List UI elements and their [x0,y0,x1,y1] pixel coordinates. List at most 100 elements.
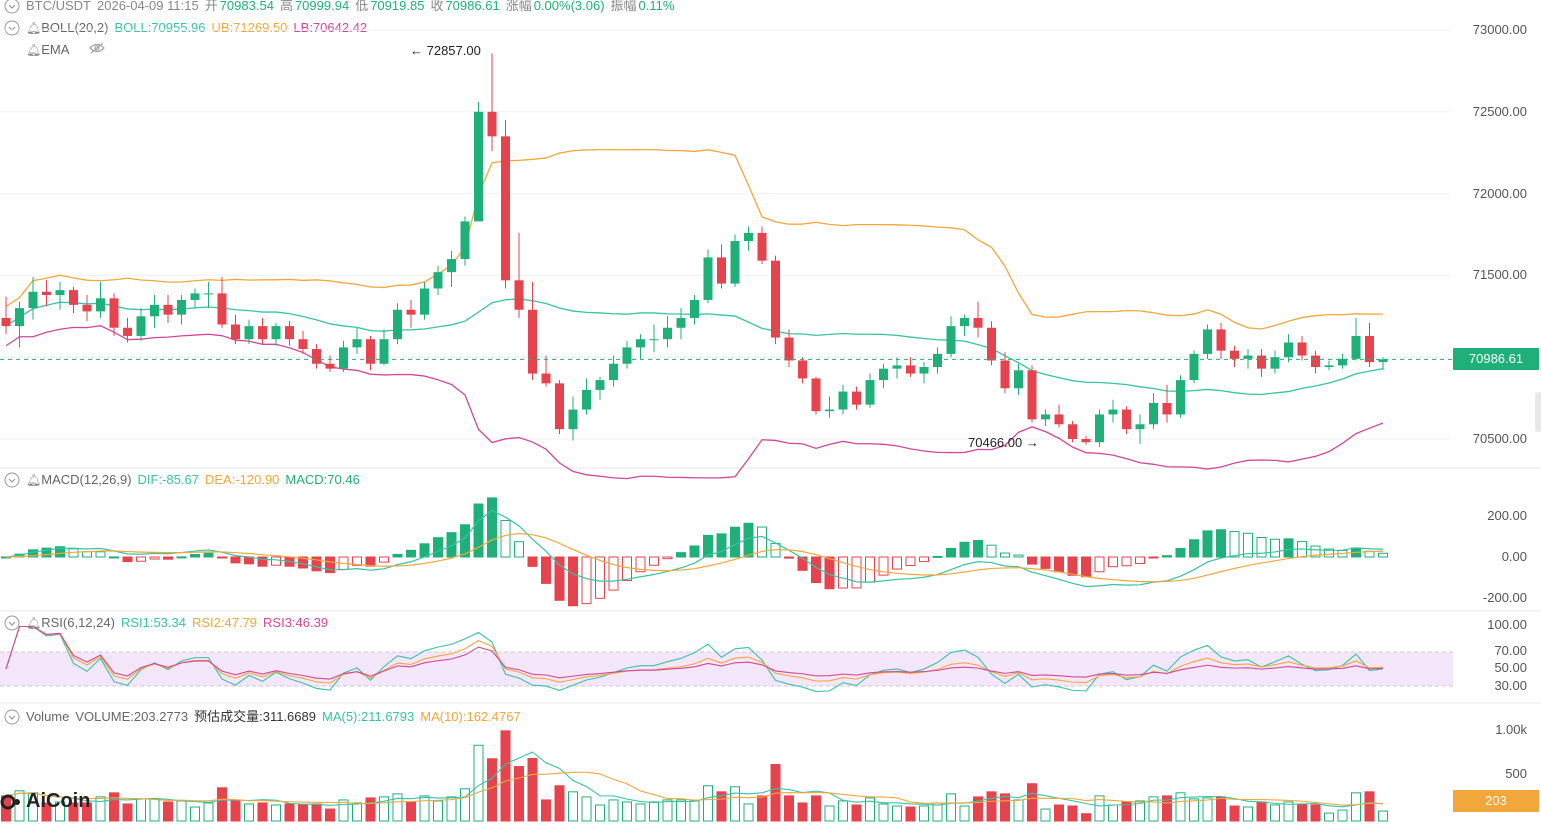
macd-histogram-bar [703,534,713,558]
bell-icon[interactable]: 🔔︎ [26,616,42,630]
candle-body [96,298,105,312]
volume-bar [608,799,619,822]
rsi-label: RSI(6,12,24) [41,615,115,630]
volume-bar [257,802,268,822]
chevron-down-icon[interactable] [4,0,20,14]
macd-hist-value: MACD:70.46 [285,472,360,487]
candle-body [1243,355,1253,359]
candle-body [258,326,267,340]
macd-histogram-bar [433,537,443,558]
candle-body [757,232,767,261]
candle-body [1216,329,1226,351]
volume-bar [514,766,524,822]
macd-histogram-bar [352,556,362,566]
candle-body [838,391,848,410]
candle-body [771,260,780,338]
aicoin-logo: AiCoin [0,790,90,813]
chevron-down-icon[interactable] [4,472,20,488]
candle-body [55,290,65,296]
macd-histogram-bar [959,541,970,558]
macd-histogram-bar [190,554,200,558]
low-label: 低 [355,0,369,13]
volume-bar [730,786,740,822]
chevron-down-icon[interactable] [4,709,20,725]
bell-icon[interactable]: 🔔︎ [26,21,42,35]
bell-icon[interactable]: 🔔︎ [26,43,42,57]
change-value: 0.00%(3.06) [533,0,605,13]
macd-histogram-bar [1081,556,1091,578]
macd-histogram-bar [581,556,592,605]
macd-histogram-bar [514,541,524,558]
volume-axis-label: 500 [1505,766,1527,781]
volume-bar [82,802,92,822]
macd-histogram-bar [41,547,52,558]
macd-legend: 🔔︎ MACD(12,26,9) DIF:-85.67 DEA:-120.90 … [4,471,360,489]
macd-histogram-bar [446,532,457,558]
current-price-tag: 70986.61 [1453,348,1539,370]
close-value: 70986.61 [445,0,500,13]
candle-body [1230,350,1239,359]
candle-body [528,309,537,374]
volume-bar [1364,791,1375,822]
candle-body [1338,358,1347,366]
macd-histogram-bar [973,539,983,558]
macd-histogram-bar [568,556,578,607]
volume-bar [595,804,605,822]
macd-histogram-bar [176,556,187,559]
macd-histogram-bar [1202,530,1213,558]
panel-collapse-handle[interactable] [1535,392,1541,432]
macd-histogram-bar [1175,547,1186,558]
candle-body [919,367,929,374]
boll-lb-value: LB:70642.42 [293,20,368,35]
rsi-axis-label: 70.00 [1494,643,1527,658]
volume-bar [743,803,754,822]
candle-body [231,324,240,340]
candle-body [1351,335,1361,359]
candle-body [663,327,672,340]
candle-body [744,232,753,242]
volume-bar [554,785,565,822]
candle-body [1027,370,1037,420]
macd-histogram-bar [716,533,727,558]
volume-bar [1027,783,1037,822]
macd-histogram-bar [878,556,889,576]
volume-bar [635,803,646,822]
macd-histogram-bar [1216,529,1226,558]
candle-body [366,339,375,364]
candle-body [298,339,308,350]
macd-histogram-bar [1135,556,1145,564]
price-axis-label: 71500.00 [1472,267,1527,283]
volume-bar [1243,806,1253,822]
close-label: 收 [430,0,444,13]
macd-histogram-bar [527,556,538,567]
candle-body [1257,355,1266,369]
volume-bar [527,757,538,822]
candle-body [609,363,618,381]
rsi-axis-label: 50.00 [1494,660,1527,675]
amplitude-label: 振幅 [610,0,637,13]
volume-bar [1216,796,1226,822]
candle-body [1108,409,1118,415]
eye-off-icon[interactable] [89,41,106,59]
chevron-down-icon[interactable] [4,615,20,631]
volume-legend: Volume VOLUME:203.2773 预估成交量:311.6689 MA… [4,708,521,726]
volume-bar [365,797,376,822]
bell-icon[interactable]: 🔔︎ [26,473,42,487]
volume-bar [217,787,227,822]
candle-body [825,409,834,412]
candle-body [109,298,119,328]
candle-body [420,288,429,315]
volume-bar [905,806,916,822]
volume-bar [446,796,457,822]
rsi2-line [5,625,1384,684]
candle-body [1324,365,1334,368]
volume-bar [1189,798,1199,822]
candle-body [1270,357,1280,369]
candle-body [15,308,24,327]
volume-bar [797,802,808,822]
candle-body [1284,342,1293,358]
candle-body [852,391,861,405]
price-axis-label: 72000.00 [1472,185,1527,201]
volume-bar [311,803,322,822]
